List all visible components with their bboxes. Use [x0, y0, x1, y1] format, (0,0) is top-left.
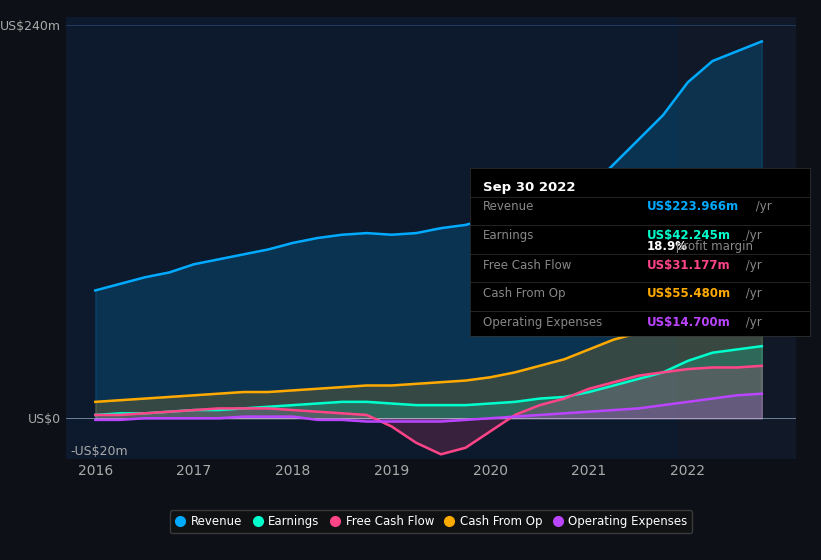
Text: /yr: /yr — [742, 316, 762, 329]
Text: -US$20m: -US$20m — [71, 445, 128, 458]
Text: Free Cash Flow: Free Cash Flow — [484, 259, 571, 272]
Text: Operating Expenses: Operating Expenses — [484, 316, 603, 329]
Text: 18.9%: 18.9% — [647, 240, 688, 254]
Text: US$42.245m: US$42.245m — [647, 228, 731, 242]
Text: US$14.700m: US$14.700m — [647, 316, 731, 329]
Text: /yr: /yr — [742, 228, 762, 242]
Legend: Revenue, Earnings, Free Cash Flow, Cash From Op, Operating Expenses: Revenue, Earnings, Free Cash Flow, Cash … — [170, 511, 692, 533]
Text: Revenue: Revenue — [484, 200, 534, 213]
Text: Earnings: Earnings — [484, 228, 534, 242]
Text: US$223.966m: US$223.966m — [647, 200, 739, 213]
Text: /yr: /yr — [742, 259, 762, 272]
Text: profit margin: profit margin — [672, 240, 754, 254]
Text: /yr: /yr — [742, 287, 762, 301]
Text: US$31.177m: US$31.177m — [647, 259, 731, 272]
Bar — [678, 17, 796, 459]
Text: Sep 30 2022: Sep 30 2022 — [484, 181, 576, 194]
Text: Cash From Op: Cash From Op — [484, 287, 566, 301]
Text: /yr: /yr — [752, 200, 772, 213]
Text: US$55.480m: US$55.480m — [647, 287, 731, 301]
